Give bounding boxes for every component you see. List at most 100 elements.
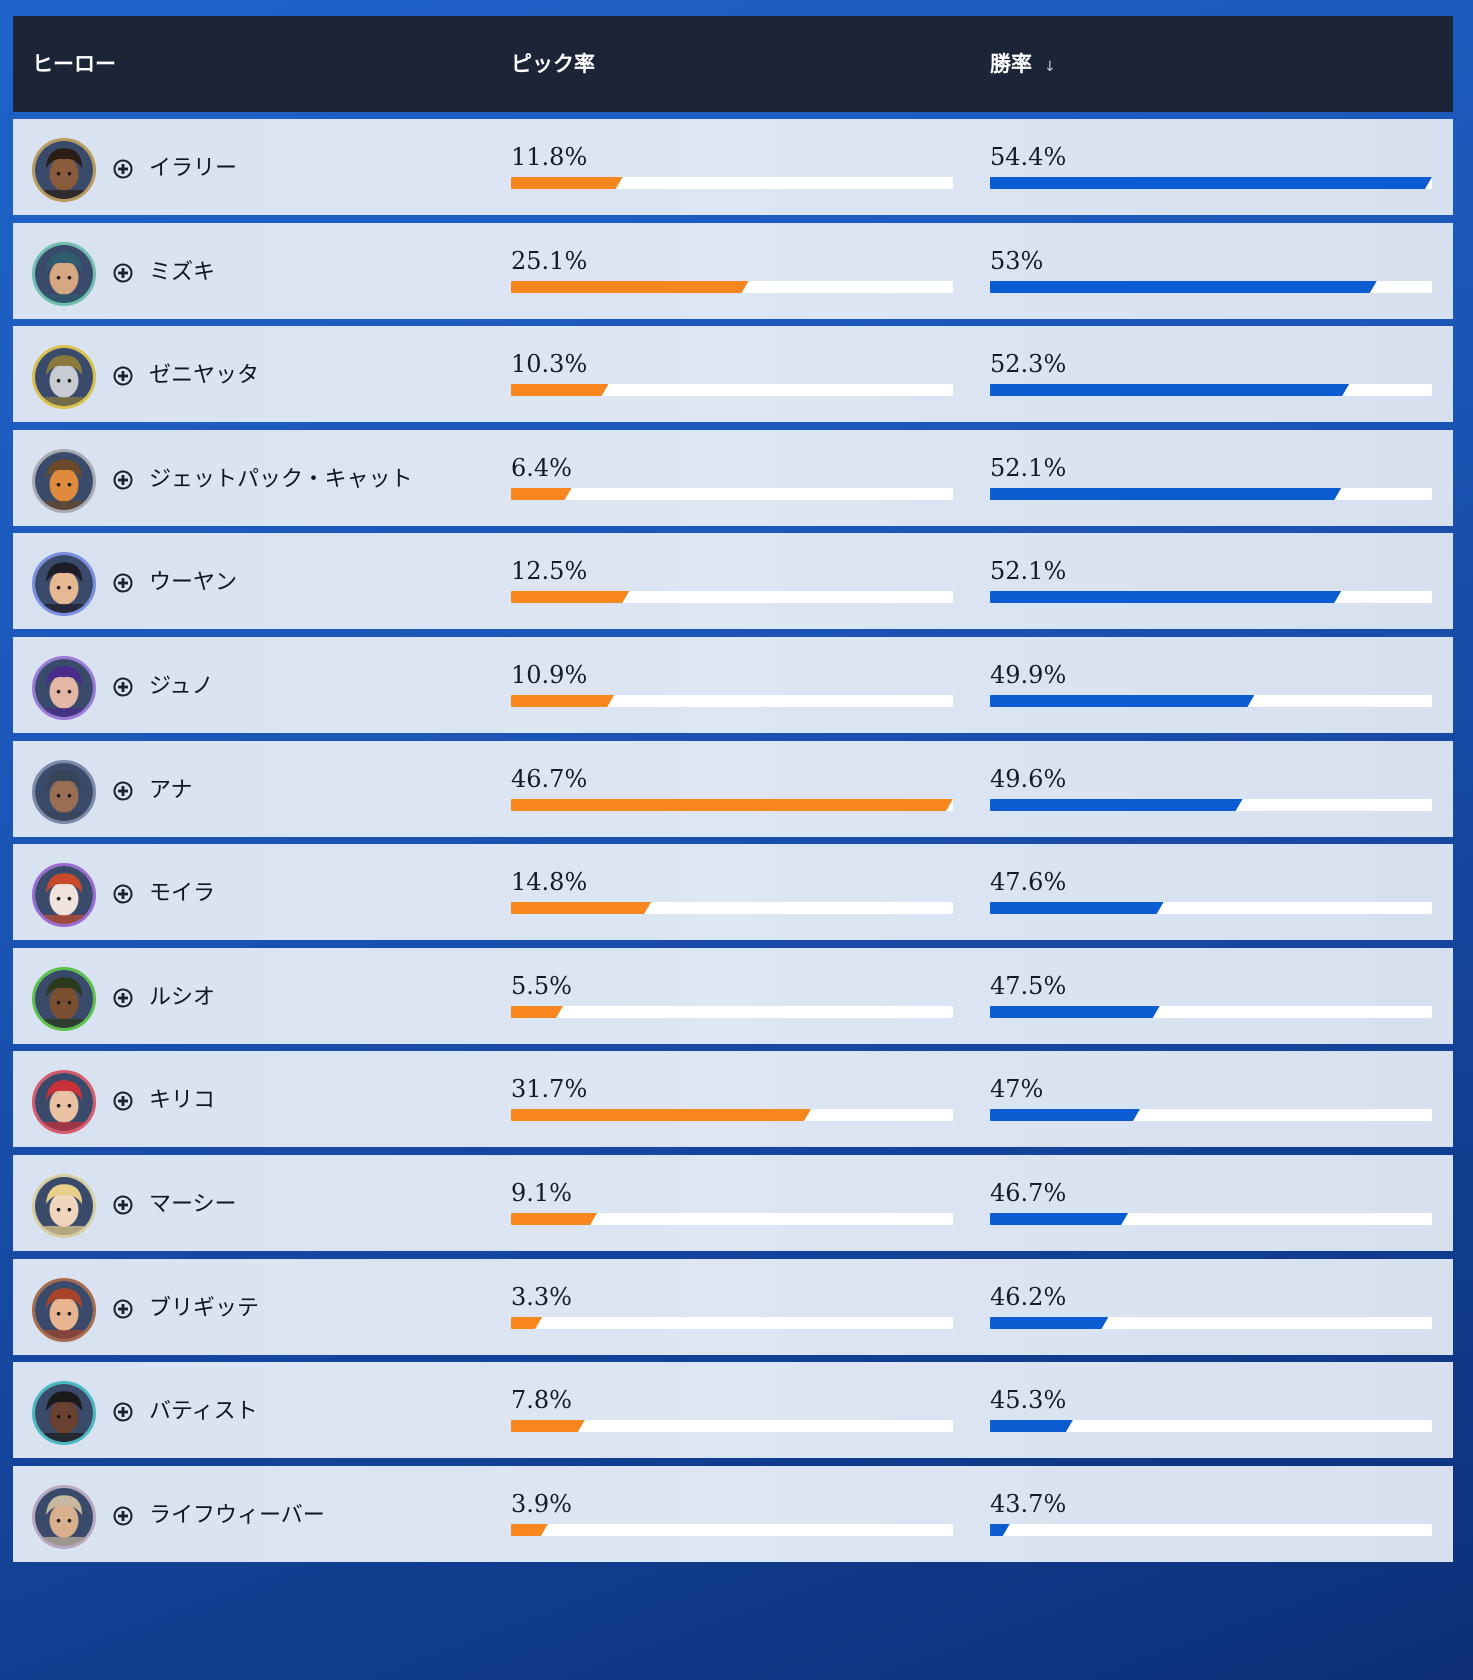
table-row[interactable]: イラリー 11.8% 54.4% [13, 119, 1453, 215]
win-rate-bar-track [990, 488, 1432, 500]
win-rate-value: 47.6% [990, 868, 1067, 896]
hero-name[interactable]: ライフウィーバー [149, 1503, 325, 1528]
add-hero-icon[interactable] [113, 1091, 133, 1111]
table-row[interactable]: ジェットパック・キャット 6.4% 52.1% [13, 430, 1453, 526]
win-rate-value: 53% [990, 247, 1044, 275]
hero-portrait [32, 449, 96, 513]
table-row[interactable]: ジュノ 10.9% 49.9% [13, 637, 1453, 733]
hero-name[interactable]: ジュノ [149, 674, 214, 699]
add-hero-icon[interactable] [113, 263, 133, 283]
hero-portrait [32, 863, 96, 927]
win-rate-bar-fill [990, 1317, 1108, 1329]
hero-portrait-icon [35, 245, 93, 303]
hero-name[interactable]: イラリー [149, 156, 238, 181]
add-hero-icon[interactable] [113, 573, 133, 593]
hero-portrait [32, 1278, 96, 1342]
hero-name[interactable]: モイラ [149, 881, 216, 906]
hero-portrait [32, 1070, 96, 1134]
table-row[interactable]: ゼニヤッタ 10.3% 52.3% [13, 326, 1453, 422]
table-row[interactable]: モイラ 14.8% 47.6% [13, 844, 1453, 940]
pick-rate-value: 7.8% [511, 1386, 572, 1414]
hero-name[interactable]: ミズキ [149, 260, 216, 285]
win-rate-bar-track [990, 281, 1432, 293]
add-hero-icon[interactable] [113, 159, 133, 179]
pick-rate-bar-fill [511, 1006, 563, 1018]
win-rate-value: 49.9% [990, 661, 1067, 689]
hero-portrait [32, 345, 96, 409]
hero-portrait-icon [35, 1073, 93, 1131]
pick-rate-value: 11.8% [511, 143, 588, 171]
add-hero-icon[interactable] [113, 1506, 133, 1526]
add-hero-icon[interactable] [113, 988, 133, 1008]
win-rate-bar-track [990, 591, 1432, 603]
table-row[interactable]: ミズキ 25.1% 53% [13, 223, 1453, 319]
pick-rate-bar-fill [511, 1213, 597, 1225]
win-rate-bar-fill [990, 902, 1164, 914]
win-rate-value: 45.3% [990, 1386, 1067, 1414]
win-rate-bar-fill [990, 281, 1377, 293]
hero-portrait-icon [35, 659, 93, 717]
add-hero-icon[interactable] [113, 366, 133, 386]
sort-descending-icon[interactable]: ↓ [1044, 59, 1056, 75]
hero-portrait-icon [35, 1488, 93, 1546]
table-row[interactable]: ルシオ 5.5% 47.5% [13, 948, 1453, 1044]
table-row[interactable]: ブリギッテ 3.3% 46.2% [13, 1259, 1453, 1355]
win-rate-bar-track [990, 799, 1432, 811]
pick-rate-value: 3.3% [511, 1283, 572, 1311]
pick-rate-value: 9.1% [511, 1179, 572, 1207]
hero-name[interactable]: ウーヤン [149, 570, 238, 595]
add-hero-icon[interactable] [113, 884, 133, 904]
pick-rate-bar-track [511, 1006, 953, 1018]
add-hero-icon[interactable] [113, 1402, 133, 1422]
table-header: ヒーロー ピック率 勝率 ↓ [13, 16, 1453, 112]
table-row[interactable]: バティスト 7.8% 45.3% [13, 1362, 1453, 1458]
table-row[interactable]: アナ 46.7% 49.6% [13, 741, 1453, 837]
column-header-hero[interactable]: ヒーロー [32, 52, 116, 76]
table-row[interactable]: ウーヤン 12.5% 52.1% [13, 533, 1453, 629]
hero-name[interactable]: バティスト [149, 1399, 258, 1424]
hero-name[interactable]: ジェットパック・キャット [149, 467, 413, 492]
win-rate-bar-track [990, 1006, 1432, 1018]
pick-rate-bar-track [511, 1109, 953, 1121]
add-hero-icon[interactable] [113, 677, 133, 697]
pick-rate-bar-track [511, 799, 953, 811]
table-row[interactable]: ライフウィーバー 3.9% 43.7% [13, 1466, 1453, 1562]
win-rate-value: 46.2% [990, 1283, 1067, 1311]
win-rate-bar-fill [990, 384, 1349, 396]
table-row[interactable]: マーシー 9.1% 46.7% [13, 1155, 1453, 1251]
add-hero-icon[interactable] [113, 470, 133, 490]
win-rate-bar-fill [990, 177, 1432, 189]
pick-rate-value: 31.7% [511, 1075, 588, 1103]
pick-rate-bar-track [511, 281, 953, 293]
hero-name[interactable]: ゼニヤッタ [149, 363, 260, 388]
hero-name[interactable]: マーシー [149, 1192, 237, 1217]
hero-name[interactable]: アナ [149, 778, 193, 803]
win-rate-bar-fill [990, 591, 1341, 603]
add-hero-icon[interactable] [113, 1299, 133, 1319]
hero-name[interactable]: ブリギッテ [149, 1296, 260, 1321]
pick-rate-bar-fill [511, 488, 572, 500]
pick-rate-value: 5.5% [511, 972, 572, 1000]
column-header-pick-rate[interactable]: ピック率 [511, 52, 595, 76]
pick-rate-value: 10.9% [511, 661, 588, 689]
pick-rate-bar-track [511, 1524, 953, 1536]
hero-portrait [32, 242, 96, 306]
hero-portrait-icon [35, 970, 93, 1028]
hero-portrait [32, 138, 96, 202]
add-hero-icon[interactable] [113, 1195, 133, 1215]
pick-rate-bar-fill [511, 384, 608, 396]
pick-rate-bar-track [511, 1420, 953, 1432]
hero-portrait-icon [35, 452, 93, 510]
hero-name[interactable]: ルシオ [149, 985, 216, 1010]
pick-rate-bar-track [511, 488, 953, 500]
pick-rate-bar-fill [511, 799, 953, 811]
hero-name[interactable]: キリコ [149, 1088, 216, 1113]
add-hero-icon[interactable] [113, 781, 133, 801]
win-rate-value: 52.3% [990, 350, 1067, 378]
win-rate-bar-track [990, 1317, 1432, 1329]
table-row[interactable]: キリコ 31.7% 47% [13, 1051, 1453, 1147]
column-header-win-rate[interactable]: 勝率 ↓ [990, 16, 1056, 115]
win-rate-bar-track [990, 1213, 1432, 1225]
pick-rate-value: 10.3% [511, 350, 588, 378]
hero-portrait [32, 760, 96, 824]
